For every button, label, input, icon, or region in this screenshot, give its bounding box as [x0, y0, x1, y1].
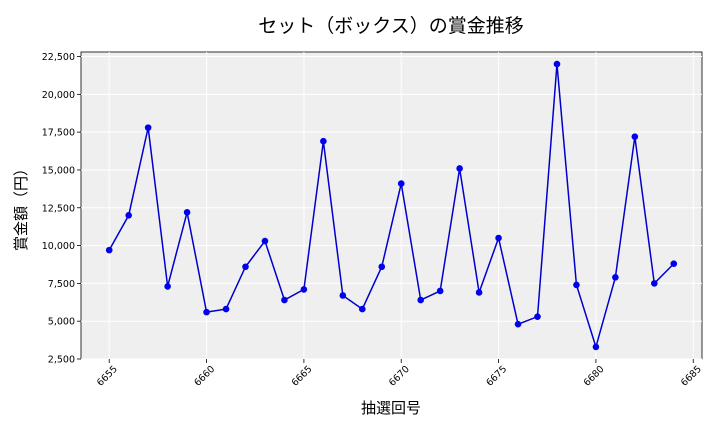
x-tick-label: 6660 [192, 364, 217, 389]
y-tick-label: 17,500 [42, 128, 75, 139]
x-tick-label: 6665 [290, 364, 315, 389]
y-tick-label: 20,000 [42, 90, 75, 101]
chart-title: セット（ボックス）の賞金推移 [258, 15, 523, 37]
y-tick-label: 5,000 [48, 317, 75, 328]
data-point [514, 320, 522, 328]
x-axis-label: 抽選回号 [361, 399, 421, 417]
grid-lines [81, 52, 702, 360]
data-point [144, 124, 152, 131]
data-point [612, 274, 619, 281]
x-tick-label: 6655 [95, 364, 120, 389]
data-point [203, 308, 210, 316]
data-point [378, 263, 386, 271]
data-point [456, 165, 463, 172]
x-tick-label: 6675 [484, 364, 509, 389]
data-point [670, 260, 678, 268]
data-point [164, 283, 171, 290]
x-tick-label: 6685 [679, 364, 704, 389]
series-layer [105, 60, 678, 351]
plot-area [80, 51, 703, 360]
data-point [105, 246, 113, 254]
data-point [534, 313, 541, 320]
y-axis-ticks: 2,500 5,000 7,500 10,000 12,500 15,000 17,500 2… [42, 52, 81, 366]
data-point [281, 296, 288, 304]
data-point [495, 234, 502, 242]
data-point [125, 212, 132, 219]
data-point [631, 133, 639, 140]
x-tick-label: 6670 [387, 364, 412, 389]
data-point [222, 305, 230, 313]
y-tick-label: 7,500 [48, 279, 75, 290]
y-tick-label: 10,000 [42, 241, 75, 252]
data-point [651, 280, 658, 287]
data-point [592, 343, 600, 351]
y-tick-label: 2,500 [48, 355, 75, 366]
x-tick-label: 6680 [582, 364, 607, 389]
data-point [417, 296, 425, 304]
data-point [397, 180, 405, 187]
y-tick-label: 22,500 [42, 52, 75, 63]
data-point [475, 289, 483, 296]
data-point [358, 305, 366, 313]
y-tick-label: 12,500 [42, 203, 75, 214]
data-point [573, 281, 580, 289]
data-point [339, 292, 347, 299]
data-point [320, 137, 327, 145]
series-line [108, 64, 675, 350]
data-point [553, 60, 561, 68]
data-point [183, 209, 191, 216]
data-point [242, 263, 249, 271]
data-point [261, 237, 269, 245]
y-axis-label: 賞金額（円） [12, 161, 30, 251]
x-axis-ticks: 6655 6660 6665 6670 6675 6680 6685 [95, 359, 704, 389]
data-point [300, 286, 308, 293]
data-point [436, 287, 444, 295]
y-tick-label: 15,000 [42, 165, 75, 176]
